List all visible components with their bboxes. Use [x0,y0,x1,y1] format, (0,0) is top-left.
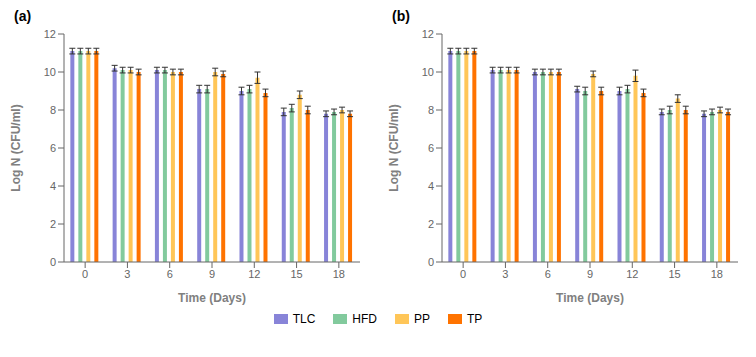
svg-text:10: 10 [422,66,434,78]
svg-text:10: 10 [44,66,56,78]
svg-text:3: 3 [124,268,130,280]
svg-text:12: 12 [422,28,434,40]
svg-text:6: 6 [545,268,551,280]
html-text:HFD: HFD [352,312,377,326]
svg-text:12: 12 [44,28,56,40]
svg-text:Log N (CFU/ml): Log N (CFU/ml) [387,104,401,191]
svg-text:0: 0 [82,268,88,280]
svg-text:0: 0 [50,256,56,268]
svg-text:18: 18 [333,268,345,280]
html-text:(a): (a) [14,8,32,24]
html-text:TLC: TLC [292,312,316,326]
svg-text:9: 9 [587,268,593,280]
svg-text:2: 2 [428,218,434,230]
svg-text:18: 18 [711,268,723,280]
svg-text:4: 4 [428,180,434,192]
svg-text:4: 4 [50,180,56,192]
html-text:PP: PP [414,312,430,326]
svg-text:Time (Days): Time (Days) [556,291,624,305]
svg-text:12: 12 [248,268,260,280]
svg-text:2: 2 [50,218,56,230]
svg-text:9: 9 [209,268,215,280]
svg-text:15: 15 [668,268,680,280]
svg-text:3: 3 [502,268,508,280]
html-text:(b): (b) [392,8,410,24]
svg-text:Log N (CFU/ml): Log N (CFU/ml) [9,104,23,191]
svg-text:12: 12 [626,268,638,280]
svg-text:8: 8 [428,104,434,116]
svg-text:6: 6 [167,268,173,280]
svg-text:0: 0 [460,268,466,280]
svg-text:0: 0 [428,256,434,268]
html-text:TP: TP [467,312,483,326]
svg-text:15: 15 [290,268,302,280]
svg-text:Time (Days): Time (Days) [178,291,246,305]
svg-text:6: 6 [50,142,56,154]
svg-text:6: 6 [428,142,434,154]
svg-text:8: 8 [50,104,56,116]
